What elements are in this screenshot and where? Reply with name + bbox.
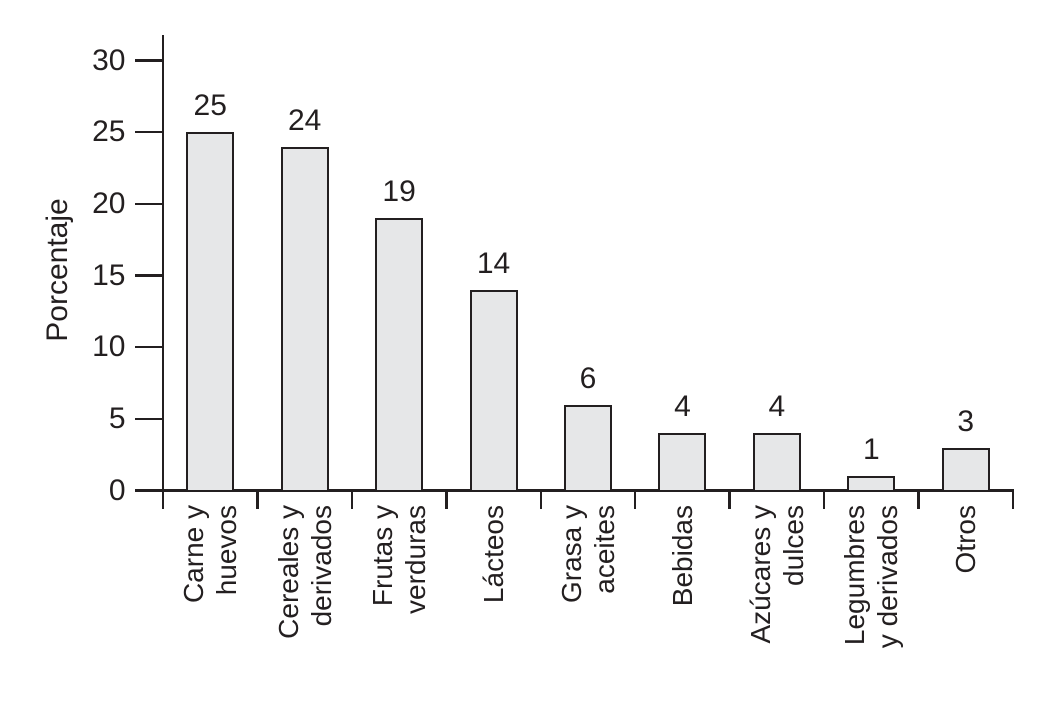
x-axis-category-label-line: Legumbres [839, 505, 871, 646]
y-tick-mark [134, 59, 162, 62]
x-axis-category-label: Grasa y aceites [555, 505, 621, 695]
bar [469, 289, 518, 492]
y-axis-tick-label: 15 [92, 258, 126, 292]
bar [941, 447, 990, 492]
x-axis-category-label: Bebidas [666, 505, 699, 695]
x-axis-category-label-line: Azúcares y [744, 505, 776, 644]
bar [375, 218, 424, 492]
y-axis-tick-label: 20 [92, 186, 126, 220]
x-axis-category-label: Frutas y verduras [366, 505, 432, 695]
x-axis-category-label: Carne y huevos [177, 505, 243, 695]
x-axis-category-label-line: Frutas y [367, 505, 399, 607]
x-axis-category-label-line: Carne y [178, 505, 210, 604]
bar-value-label: 24 [287, 103, 322, 137]
y-axis-tick-label: 25 [92, 115, 126, 149]
x-axis-category-label-line: Bebidas [666, 505, 698, 607]
x-axis-category-label-line: Cereales y [272, 505, 304, 639]
bar [658, 433, 707, 492]
bar [752, 433, 801, 492]
x-axis-category-label-line: Otros [950, 505, 982, 574]
x-tick-mark [822, 490, 826, 509]
x-axis-category-label-line: huevos [211, 505, 243, 596]
bar [280, 146, 329, 492]
bar-value-label: 6 [579, 361, 597, 395]
x-tick-mark [1011, 490, 1015, 509]
x-axis-category-label: Azúcares y dulces [744, 505, 810, 695]
x-tick-mark [445, 490, 448, 509]
y-tick-mark [134, 345, 162, 349]
bar-value-label: 4 [768, 390, 786, 424]
bar [563, 404, 612, 492]
x-axis-category-label-line: derivados [305, 505, 337, 627]
x-axis-category-label-line: aceites [588, 505, 620, 594]
x-axis-category-label: Cereales y derivados [272, 505, 338, 695]
bar-value-label: 3 [957, 404, 975, 438]
bar [186, 132, 235, 492]
x-axis-category-label-line: verduras [400, 505, 432, 614]
y-axis-tick-label: 30 [92, 43, 126, 77]
y-tick-mark [134, 274, 162, 277]
x-axis-category-label-line: Lácteos [478, 505, 510, 604]
bar-value-label: 1 [862, 433, 880, 467]
x-tick-mark [728, 490, 731, 509]
y-tick-mark [134, 489, 162, 492]
y-tick-mark [134, 130, 162, 134]
y-axis-tick-label: 0 [108, 473, 126, 507]
x-axis-category-label: Lácteos [477, 505, 510, 695]
bar-value-label: 4 [674, 390, 691, 424]
x-axis-category-label-line: y derivados [872, 505, 904, 649]
x-tick-mark [917, 490, 920, 509]
x-axis-category-label: Legumbres y derivados [838, 505, 904, 695]
x-tick-mark [539, 490, 542, 509]
x-axis-category-label-line: dulces [777, 505, 809, 586]
bar-value-label: 19 [382, 175, 416, 209]
bar [847, 476, 896, 492]
x-tick-mark [256, 490, 259, 509]
x-tick-mark [350, 490, 354, 509]
y-tick-mark [134, 417, 162, 421]
bar-value-label: 14 [476, 246, 511, 280]
y-tick-mark [134, 202, 162, 206]
y-axis-tick-label: 5 [108, 401, 126, 435]
x-tick-mark [633, 490, 637, 509]
bar-value-label: 25 [193, 89, 227, 123]
x-tick-mark [161, 490, 165, 509]
x-axis-category-label: Otros [949, 505, 982, 695]
x-axis-category-label-line: Grasa y [555, 505, 587, 604]
y-axis-line [161, 35, 165, 492]
y-axis-tick-label: 10 [92, 330, 126, 364]
